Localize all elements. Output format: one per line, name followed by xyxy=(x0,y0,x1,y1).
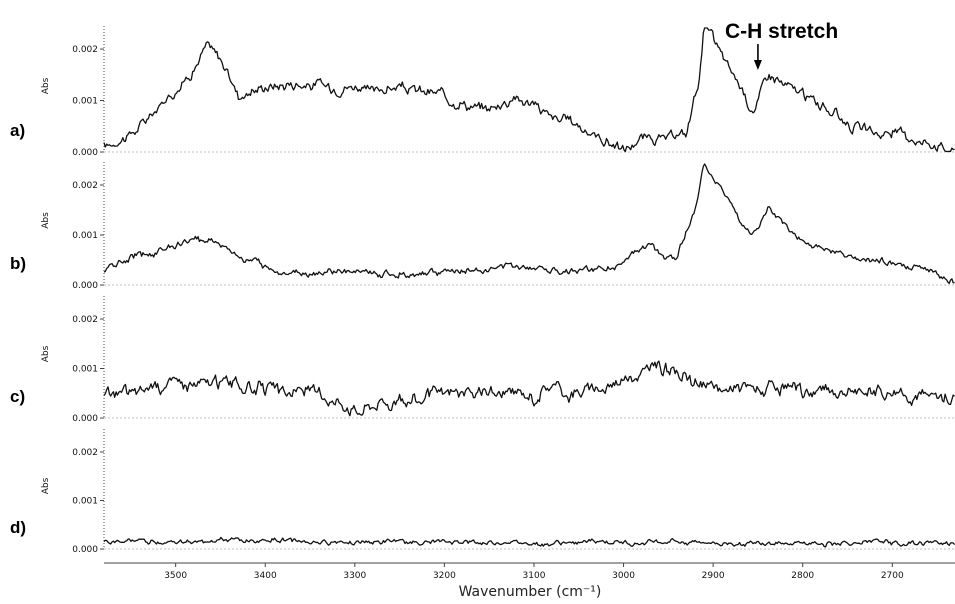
annotation: C-H stretch xyxy=(725,20,838,70)
spectrum-trace xyxy=(103,360,955,417)
panel-b: 0.000 0.001 0.002 Abs b) xyxy=(10,162,955,291)
y-tick-label: 0.002 xyxy=(72,315,98,325)
y-tick-label: 0.001 xyxy=(72,365,98,375)
x-tick-label: 2900 xyxy=(702,571,725,581)
panels: 0.000 0.001 0.002 Abs a) 0.000 0.001 0.002 Abs b)… xyxy=(10,26,955,555)
x-tick-label: 2700 xyxy=(881,571,904,581)
y-tick-label: 0.001 xyxy=(72,231,98,241)
y-tick-label: 0.000 xyxy=(72,545,98,555)
spectrum-trace xyxy=(103,536,955,548)
y-tick-label: 0.000 xyxy=(72,148,98,158)
y-tick-label: 0.002 xyxy=(72,181,98,191)
y-tick-label: 0.000 xyxy=(72,414,98,424)
y-tick-label: 0.002 xyxy=(72,448,98,458)
x-ticks: 3500 3400 3300 3200 3100 3000 2900 2800 2700 xyxy=(164,563,904,581)
panel-label: c) xyxy=(10,387,25,406)
x-tick-label: 2800 xyxy=(791,571,814,581)
y-tick-label: 0.000 xyxy=(72,281,98,291)
y-tick-label: 0.002 xyxy=(72,45,98,55)
panel-d: 0.000 0.001 0.002 Abs d) xyxy=(10,429,955,555)
x-tick-label: 3400 xyxy=(254,571,277,581)
y-axis-label: Abs xyxy=(41,477,51,494)
panel-label: a) xyxy=(10,121,25,140)
y-axis-label: Abs xyxy=(41,212,51,229)
panel-a: 0.000 0.001 0.002 Abs a) xyxy=(10,26,955,158)
y-axis-label: Abs xyxy=(41,345,51,362)
c-h-stretch-annotation: C-H stretch xyxy=(725,20,838,43)
x-tick-label: 3200 xyxy=(433,571,456,581)
panel-label: d) xyxy=(10,518,26,537)
y-tick-label: 0.001 xyxy=(72,97,98,107)
annotation-arrow-head xyxy=(753,60,762,70)
x-axis-label: Wavenumber (cm⁻¹) xyxy=(459,584,602,600)
x-tick-label: 3300 xyxy=(343,571,366,581)
panel-label: b) xyxy=(10,254,26,273)
spectrum-trace xyxy=(103,163,955,285)
y-axis-label: Abs xyxy=(41,77,51,94)
x-tick-label: 3000 xyxy=(612,571,635,581)
panel-c: 0.000 0.001 0.002 Abs c) xyxy=(10,296,955,424)
x-tick-label: 3100 xyxy=(523,571,546,581)
spectrum-trace xyxy=(103,27,955,153)
x-tick-label: 3500 xyxy=(164,571,187,581)
y-tick-label: 0.001 xyxy=(72,496,98,506)
